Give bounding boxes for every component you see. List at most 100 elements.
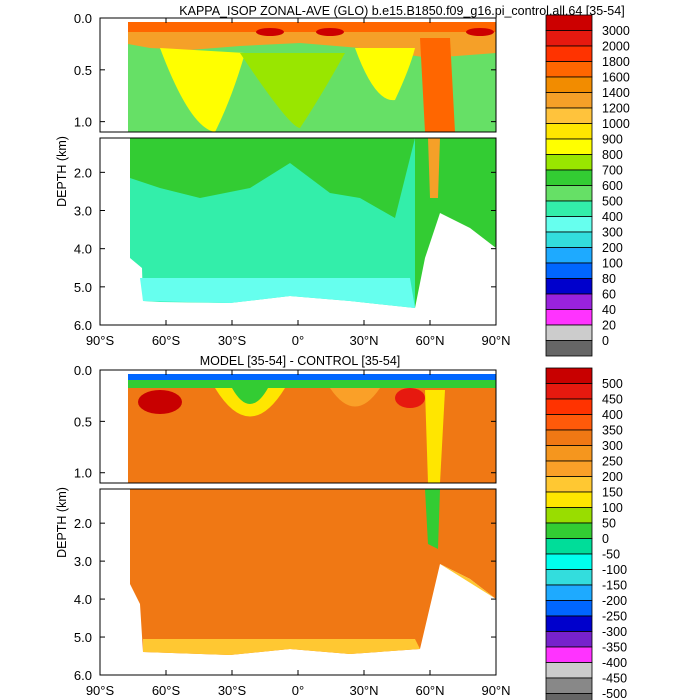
- y-axis-label: DEPTH (km): [55, 487, 69, 558]
- colorbar-swatch: [545, 169, 593, 186]
- colorbar-label: 20: [602, 319, 616, 333]
- colorbar-label: 2000: [602, 40, 630, 54]
- y-tick-label: 0.0: [74, 11, 92, 26]
- colorbar-swatch: [545, 293, 593, 310]
- y-axis-label: DEPTH (km): [55, 136, 69, 207]
- y-tick-label: 1.0: [74, 115, 92, 130]
- colorbar-label: 400: [602, 210, 623, 224]
- colorbar-swatch: [545, 107, 593, 124]
- colorbar-label: 1400: [602, 86, 630, 100]
- colorbar-swatch: [545, 123, 593, 140]
- colorbar-swatch: [545, 491, 593, 508]
- colorbar-swatch: [545, 216, 593, 233]
- colorbar-label: -50: [602, 548, 620, 562]
- colorbar-label: 1000: [602, 117, 630, 131]
- field-lightgreen-tongue: [240, 53, 345, 128]
- colorbar-swatch: [545, 278, 593, 295]
- colorbar-swatch: [545, 324, 593, 341]
- colorbar-label: -200: [602, 594, 627, 608]
- x-tick-label: 30°N: [349, 683, 378, 698]
- x-tick-label: 60°N: [415, 683, 444, 698]
- lower-depth-panel: [99, 488, 497, 676]
- colorbar-label: 1200: [602, 102, 630, 116]
- field-red-blob: [256, 28, 284, 36]
- field-red-blob: [316, 28, 344, 36]
- colorbar-swatch: [545, 553, 593, 570]
- colorbar-swatch: [545, 231, 593, 248]
- y-tick-label: 6.0: [74, 318, 92, 333]
- colorbar-swatch: [545, 76, 593, 93]
- colorbar-swatch: [545, 662, 593, 679]
- y-tick-label: 2.0: [74, 516, 92, 531]
- colorbar-swatch: [545, 30, 593, 47]
- y-tick-label: 0.0: [74, 363, 92, 378]
- colorbar-swatch: [545, 185, 593, 202]
- colorbar-label: -450: [602, 672, 627, 686]
- colorbar-label: -100: [602, 563, 627, 577]
- colorbar-swatch: [545, 460, 593, 477]
- upper-depth-panel: [99, 17, 497, 133]
- colorbar-swatch: [545, 92, 593, 109]
- y-tick-label: 0.5: [74, 63, 92, 78]
- y-tick-label: 5.0: [74, 280, 92, 295]
- colorbar-label: 600: [602, 179, 623, 193]
- colorbar-label: -300: [602, 625, 627, 639]
- colorbar-swatch: [545, 600, 593, 617]
- colorbar-swatch: [545, 445, 593, 462]
- colorbar-label: 0: [602, 532, 609, 546]
- field-yellow-floor: [143, 639, 420, 655]
- colorbar-swatch: [545, 383, 593, 400]
- x-tick-label: 60°S: [152, 683, 181, 698]
- colorbar-label: 800: [602, 148, 623, 162]
- y-tick-label: 5.0: [74, 630, 92, 645]
- colorbar-label: 300: [602, 439, 623, 453]
- colorbar-label: 250: [602, 455, 623, 469]
- chart-panel-1: KAPPA_ISOP ZONAL-AVE (GLO) b.e15.B1850.f…: [55, 4, 630, 357]
- colorbar-swatch: [545, 522, 593, 539]
- colorbar-label: -250: [602, 610, 627, 624]
- colorbar: 3000200018001600140012001000900800700600…: [545, 14, 630, 357]
- colorbar-swatch: [545, 138, 593, 155]
- colorbar-label: 350: [602, 424, 623, 438]
- colorbar-swatch: [545, 340, 593, 357]
- colorbar-label: 50: [602, 517, 616, 531]
- field-yellow-tongue: [355, 48, 415, 101]
- colorbar-swatch: [545, 507, 593, 524]
- x-tick-label: 0°: [292, 683, 304, 698]
- colorbar-swatch: [545, 538, 593, 555]
- y-tick-label: 4.0: [74, 242, 92, 257]
- field-green-surface: [128, 380, 496, 388]
- field-blue-surface: [128, 374, 496, 380]
- colorbar-label: 400: [602, 408, 623, 422]
- field-orange-top: [128, 22, 496, 32]
- field-yellow-tongue: [160, 48, 245, 132]
- colorbar-label: 700: [602, 164, 623, 178]
- x-tick-label: 30°S: [218, 333, 247, 348]
- field-green-column: [425, 489, 440, 549]
- colorbar-swatch: [545, 429, 593, 446]
- colorbar-swatch: [545, 677, 593, 694]
- colorbar-label: 500: [602, 195, 623, 209]
- x-tick-label: 90°S: [86, 683, 115, 698]
- colorbar-swatch: [545, 693, 593, 700]
- chart-title: KAPPA_ISOP ZONAL-AVE (GLO) b.e15.B1850.f…: [179, 4, 624, 18]
- colorbar-swatch: [545, 154, 593, 171]
- colorbar-label: 450: [602, 393, 623, 407]
- colorbar-swatch: [545, 262, 593, 279]
- colorbar-label: 900: [602, 133, 623, 147]
- x-tick-label: 60°N: [415, 333, 444, 348]
- field-orange-deep: [130, 489, 496, 655]
- x-tick-label: 60°S: [152, 333, 181, 348]
- x-tick-label: 0°: [292, 333, 304, 348]
- colorbar-swatch: [545, 631, 593, 648]
- lower-depth-panel: [99, 137, 497, 326]
- colorbar-swatch: [545, 398, 593, 415]
- field-cyan-bottom: [140, 278, 415, 308]
- y-tick-label: 0.5: [74, 414, 92, 429]
- x-tick-label: 90°N: [481, 333, 510, 348]
- colorbar-swatch: [545, 309, 593, 326]
- field-green-upper: [130, 138, 415, 218]
- colorbar-label: -150: [602, 579, 627, 593]
- colorbar-swatch: [545, 646, 593, 663]
